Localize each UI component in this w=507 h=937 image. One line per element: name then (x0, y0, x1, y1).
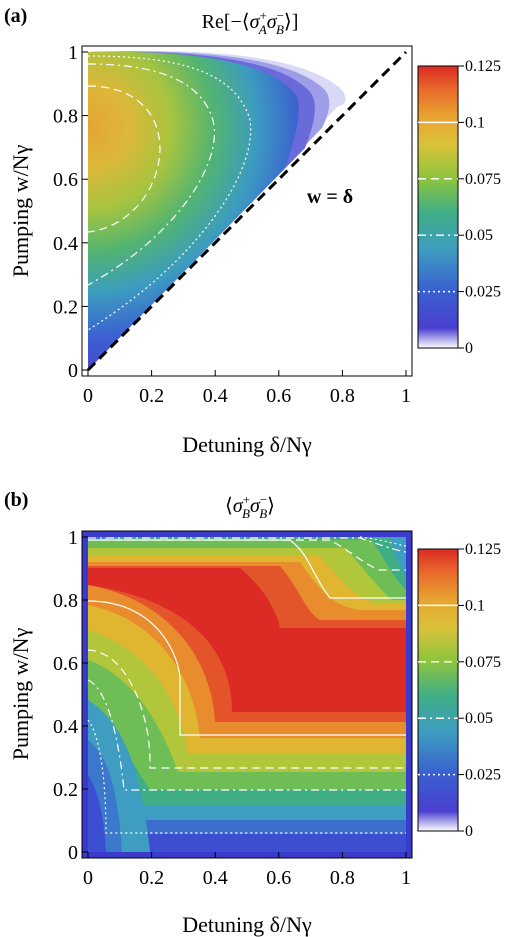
panel-b-heatmap (88, 537, 406, 852)
contour-a-0075 (87, 85, 161, 233)
x-tick-label: 0 (83, 867, 93, 889)
x-tick-label: 0.2 (139, 867, 164, 889)
y-tick-label: 1 (68, 42, 78, 64)
panel-a-ylabel: Pumping w/Nγ (8, 144, 33, 277)
panel-b-ticks: 0 0.2 0.4 0.6 0.8 1 0 0.2 0.4 0.6 0.8 1 (53, 527, 411, 889)
x-tick-label: 0 (83, 385, 93, 407)
panel-a-xlabel: Detuning δ/Nγ (182, 432, 312, 457)
contour-b-0025-inner (87, 719, 406, 834)
contour-a-005 (87, 63, 216, 286)
x-tick-label: 0.4 (203, 867, 228, 889)
y-tick-label: 0.8 (53, 590, 78, 612)
x-tick-label: 0.8 (330, 385, 355, 407)
y-tick-label: 0 (68, 360, 78, 382)
y-tick-label: 1 (68, 527, 78, 549)
x-tick-label: 0.4 (203, 385, 228, 407)
panel-b: (b) ⟨σ+ Bσ− B⟩ (4, 489, 501, 937)
y-tick-label: 0.8 (53, 106, 78, 128)
x-tick-label: 0.8 (330, 867, 355, 889)
panel-b-contours (87, 536, 407, 834)
panel-b-label: (b) (4, 489, 28, 511)
panel-b-title: ⟨σ+ Bσ− B⟩ (225, 492, 275, 521)
panel-a-colorbar-ticks: 0 0.025 0.05 0.075 0.1 0.125 (418, 58, 501, 357)
contour-b-005-inner (87, 679, 406, 791)
panel-b-ylabel: Pumping w/Nγ (8, 627, 33, 760)
panel-b-colorbar-ticks: 0 0.025 0.05 0.075 0.1 0.125 (418, 541, 501, 840)
colorbar-tick-label: 0.1 (465, 114, 485, 131)
y-tick-label: 0 (68, 842, 78, 864)
panel-a-label: (a) (4, 5, 27, 27)
colorbar-tick-label: 0.025 (465, 767, 501, 784)
x-tick-label: 1 (401, 385, 411, 407)
colorbar-tick-label: 0.1 (465, 597, 485, 614)
panel-b-colorbar-bar (417, 548, 459, 832)
y-tick-label: 0.2 (53, 296, 78, 318)
panel-a-annotation: w = δ (307, 186, 353, 208)
y-tick-label: 0.2 (53, 779, 78, 801)
contour-b-0075-outer (88, 539, 406, 571)
contour-b-01-outer (88, 539, 406, 599)
panel-b-xlabel: Detuning δ/Nγ (182, 912, 312, 937)
colorbar-tick-label: 0.075 (465, 654, 501, 671)
panel-a: (a) Re[−⟨σ+ Aσ− B⟩] w = δ 0 0.2 0.4 0.6 0.8 100… (4, 5, 501, 457)
x-tick-label: 0.6 (266, 385, 291, 407)
y-tick-label: 0.6 (53, 169, 78, 191)
colorbar-tick-label: 0.075 (465, 171, 501, 188)
colorbar-tick-label: 0.025 (465, 284, 501, 301)
panel-a-colorbar-bar (417, 65, 459, 349)
panel-a-contours (87, 55, 252, 331)
x-tick-label: 1 (401, 867, 411, 889)
colorbar-tick-label: 0.05 (465, 710, 493, 727)
panel-a-boundary-line (86, 50, 408, 372)
colorbar-tick-label: 0.125 (465, 541, 501, 558)
y-tick-label: 0.4 (53, 716, 78, 738)
panel-a-heatmap (88, 50, 346, 371)
x-tick-label: 0.2 (139, 385, 164, 407)
colorbar-tick-label: 0 (465, 340, 473, 357)
panel-a-colorbar: 0 0.025 0.05 0.075 0.1 0.125 (417, 58, 501, 357)
colorbar-tick-label: 0.05 (465, 227, 493, 244)
contour-b-0075-inner (87, 649, 406, 769)
colorbar-tick-label: 0 (465, 823, 473, 840)
colorbar-tick-label: 0.125 (465, 58, 501, 75)
y-tick-label: 0.6 (53, 653, 78, 675)
y-tick-label: 0.4 (53, 233, 78, 255)
panel-a-ticks: 0 0.2 0.4 0.6 0.8 1 0 0.2 0.4 0.6 0.8 1 (53, 42, 411, 407)
contour-b-01-inner (87, 600, 406, 736)
contour-b-005-outer (88, 537, 407, 553)
panel-a-title: Re[−⟨σ+ Aσ− B⟩] (202, 8, 299, 37)
panel-b-colorbar: 0 0.025 0.05 0.075 0.1 0.125 (417, 541, 501, 840)
contour-a-0025 (87, 55, 252, 331)
x-tick-label: 0.6 (266, 867, 291, 889)
contour-b-0025-outer (359, 536, 407, 547)
